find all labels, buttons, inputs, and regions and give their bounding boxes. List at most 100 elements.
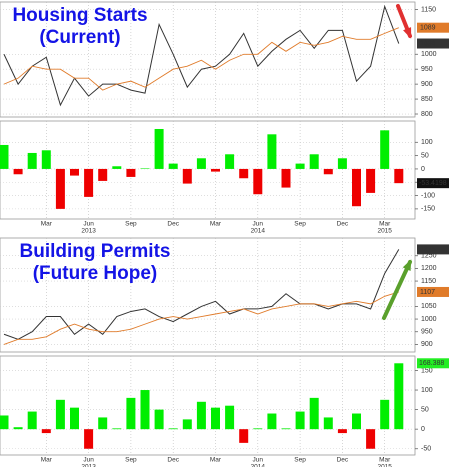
x-tick-label: Sep — [294, 221, 306, 228]
x-year-label: 2014 — [251, 464, 266, 467]
chart-title: Building Permits — [20, 241, 171, 262]
bar — [98, 168, 108, 181]
last-value-label: 1107 — [420, 289, 435, 296]
y-tick-label: 850 — [421, 96, 433, 103]
bar — [182, 419, 192, 430]
bar — [168, 428, 178, 430]
x-tick-label: Mar — [41, 221, 53, 228]
y-tick-label: -50 — [421, 446, 431, 453]
bar — [380, 399, 390, 430]
last-value-label: -53.4198 — [419, 180, 447, 187]
y-tick-label: 1200 — [421, 265, 437, 272]
x-tick-label: Dec — [337, 457, 349, 464]
bar — [140, 168, 150, 169]
panel-frame — [0, 120, 416, 220]
x-tick-label: Dec — [167, 221, 179, 228]
bar — [380, 130, 390, 169]
y-tick-label: 1050 — [421, 303, 437, 310]
bar — [366, 168, 376, 193]
bar — [27, 411, 37, 430]
bar — [98, 417, 108, 430]
line-series — [3, 249, 400, 340]
bar — [281, 428, 291, 430]
y-tick-label: 50 — [421, 406, 429, 413]
line-series — [3, 27, 399, 91]
bar — [41, 150, 51, 169]
x-year-label: 2013 — [81, 464, 96, 467]
y-tick-label: 800 — [421, 111, 433, 118]
bar — [352, 168, 361, 207]
bar — [70, 168, 79, 176]
bar — [309, 154, 319, 169]
panel-frame — [0, 1, 416, 118]
line-series — [3, 4, 400, 107]
bar — [0, 415, 9, 430]
bar — [253, 168, 263, 195]
bar — [295, 411, 305, 430]
bar — [196, 158, 206, 169]
bar — [267, 134, 277, 169]
x-tick-label: Sep — [294, 457, 306, 464]
bar — [239, 429, 249, 443]
y-tick-label: 950 — [421, 66, 433, 73]
y-tick-label: 100 — [421, 139, 433, 146]
bar — [211, 168, 220, 172]
y-tick-label: 900 — [421, 341, 433, 348]
bar — [394, 363, 404, 430]
bar — [253, 428, 263, 430]
x-tick-label: Mar — [41, 457, 53, 464]
bar — [309, 397, 319, 430]
bar — [112, 166, 122, 169]
chart-title: Housing Starts — [12, 5, 147, 26]
bar — [55, 399, 65, 430]
y-tick-label: 900 — [421, 81, 433, 88]
last-value-box — [417, 244, 449, 255]
y-tick-label: 1000 — [421, 316, 437, 323]
x-tick-label: Mar — [379, 457, 391, 464]
bar — [13, 168, 23, 175]
y-tick-label: -150 — [421, 206, 435, 213]
last-value-label: 1275 — [420, 246, 436, 253]
y-tick-label: 1150 — [421, 278, 436, 285]
y-tick-label: 1250 — [421, 253, 437, 260]
bar — [154, 128, 164, 169]
y-tick-label: 100 — [421, 387, 433, 394]
bar — [295, 163, 305, 169]
bar — [84, 168, 94, 197]
bar — [126, 397, 136, 430]
bar — [140, 390, 150, 430]
bar — [126, 168, 136, 177]
x-year-label: 2015 — [377, 464, 392, 467]
arrow-shaft — [382, 260, 412, 320]
last-value-label: 1036 — [420, 40, 436, 47]
x-tick-label: Sep — [125, 221, 137, 228]
arrow-head — [403, 27, 412, 39]
last-value-box — [417, 358, 449, 369]
last-value-box — [417, 38, 449, 49]
bar — [281, 168, 291, 188]
bar — [70, 407, 79, 430]
y-tick-label: 950 — [421, 329, 433, 336]
bar — [182, 168, 192, 184]
x-year-label: 2015 — [377, 228, 392, 235]
bar — [225, 405, 235, 430]
bar — [211, 407, 220, 430]
x-tick-label: Jun — [83, 221, 94, 228]
bar — [323, 168, 333, 175]
y-tick-label: 50 — [421, 152, 429, 159]
panel-frame — [0, 237, 416, 353]
line-series — [3, 291, 399, 345]
last-value-label: 168.388 — [419, 360, 444, 367]
y-tick-label: 0 — [421, 166, 425, 173]
y-tick-label: 150 — [421, 367, 433, 374]
last-value-box — [417, 286, 449, 297]
bar — [366, 429, 376, 449]
y-tick-label: 1150 — [421, 6, 436, 13]
bar — [13, 427, 23, 430]
last-value-label: 1089 — [420, 25, 436, 32]
x-tick-label: Jun — [83, 457, 94, 464]
y-tick-label: 0 — [421, 426, 425, 433]
bar — [352, 413, 361, 430]
bar — [0, 144, 9, 169]
